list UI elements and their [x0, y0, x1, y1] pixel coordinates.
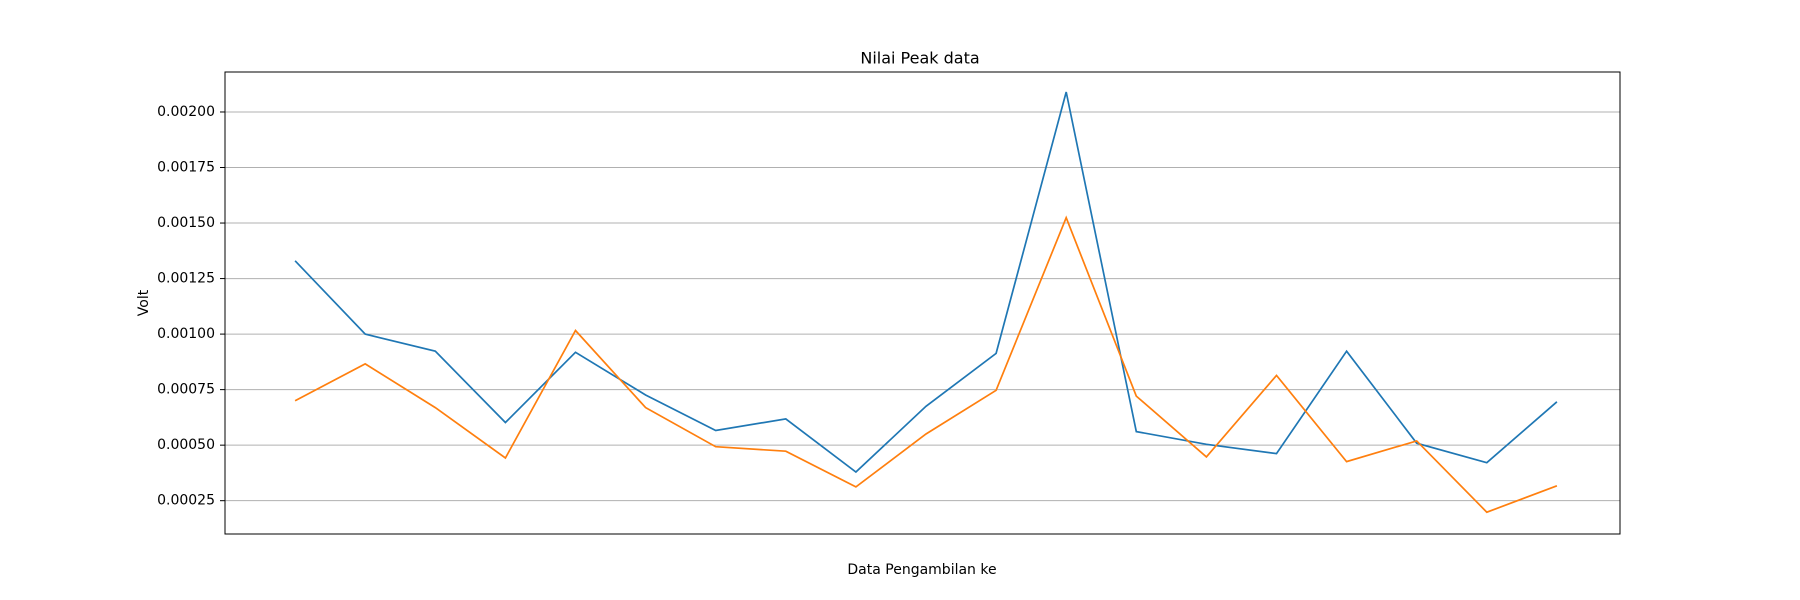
y-axis-label: Volt: [136, 289, 152, 316]
x-axis-label: Data Pengambilan ke: [847, 562, 996, 578]
y-tick-label: 0.00200: [157, 104, 215, 120]
y-tick-label: 0.00050: [157, 437, 215, 453]
y-tick-label: 0.00175: [157, 160, 215, 176]
y-tick-label: 0.00150: [157, 215, 215, 231]
y-tick-label: 0.00125: [157, 271, 215, 287]
series-line: [294, 215, 1558, 514]
y-tick-label: 0.00100: [157, 326, 215, 342]
y-tick-label: 0.00025: [157, 493, 215, 509]
plot-frame: [224, 71, 1621, 535]
chart-title: Nilai Peak data: [860, 49, 979, 68]
series-line: [294, 91, 1558, 474]
y-tick-label: 0.00075: [157, 382, 215, 398]
